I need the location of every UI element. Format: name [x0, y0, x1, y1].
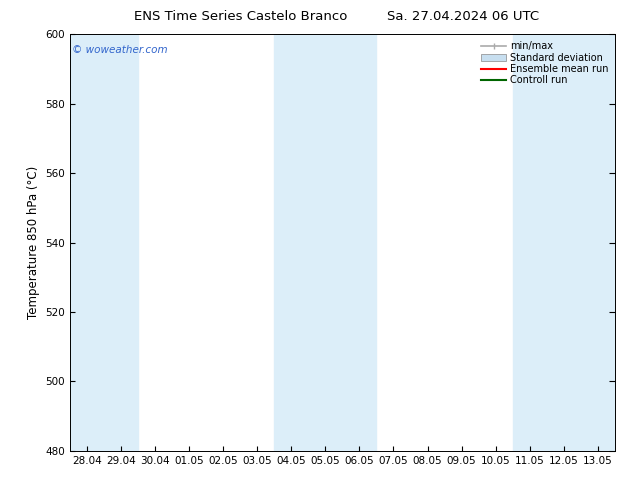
Text: Sa. 27.04.2024 06 UTC: Sa. 27.04.2024 06 UTC: [387, 10, 539, 23]
Legend: min/max, Standard deviation, Ensemble mean run, Controll run: min/max, Standard deviation, Ensemble me…: [479, 39, 610, 87]
Text: © woweather.com: © woweather.com: [72, 45, 168, 55]
Text: ENS Time Series Castelo Branco: ENS Time Series Castelo Branco: [134, 10, 347, 23]
Y-axis label: Temperature 850 hPa (°C): Temperature 850 hPa (°C): [27, 166, 39, 319]
Bar: [70, 34, 138, 451]
Bar: [275, 34, 377, 451]
Bar: [513, 34, 615, 451]
